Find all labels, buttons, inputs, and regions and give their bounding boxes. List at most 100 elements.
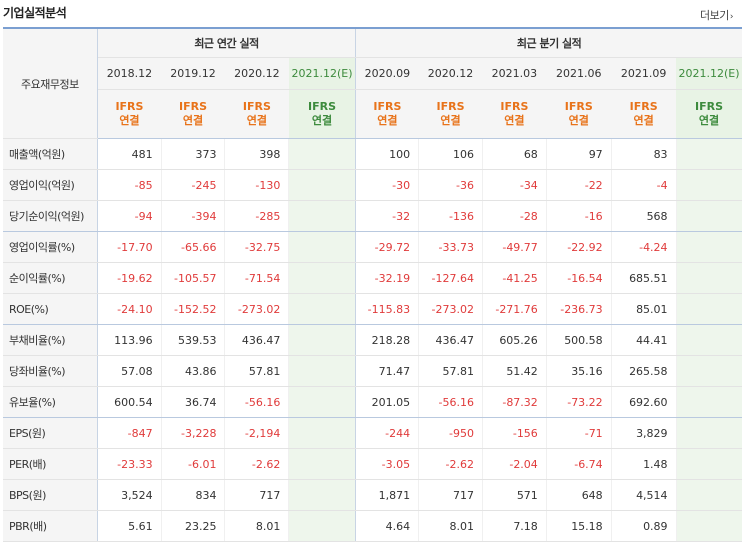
ifrs-top-label: IFRS [179, 100, 208, 113]
ifrs-top-label: IFRS [242, 100, 271, 113]
value-cell: 201.05 [355, 386, 419, 418]
value-cell: -244 [355, 417, 419, 449]
period-header: 2021.06 [546, 57, 612, 90]
value-cell [288, 479, 357, 511]
value-cell [675, 200, 742, 232]
table-row: 유보율(%) 600.54 36.74 -56.16 201.05 -56.16 -87.3… [3, 386, 742, 418]
value-cell: 436.47 [418, 324, 483, 356]
table-row: 순이익률(%) -19.62 -105.57 -71.54 -32.19 -127.64-… [3, 262, 742, 294]
value-cell: -105.57 [160, 262, 225, 294]
value-cell: -34 [481, 169, 547, 201]
table-row: 영업이익(억원) -85 -245 -130 -30 -36 -34 -22 -4 [3, 169, 742, 201]
value-cell: 605.26 [481, 324, 547, 356]
value-cell: -22.92 [545, 231, 612, 263]
ifrs-label: IFRS 연결 [288, 89, 357, 139]
value-cell: 568 [610, 200, 677, 232]
value-cell: -3.05 [355, 448, 419, 480]
value-cell: 106 [418, 138, 483, 170]
ifrs-bottom-label: 연결 [182, 114, 204, 127]
value-cell: -73.22 [545, 386, 612, 418]
value-cell: 600.54 [96, 386, 162, 418]
ifrs-label: IFRS 연결 [224, 89, 289, 139]
value-cell: 4,514 [610, 479, 677, 511]
row-label: PER(배) [3, 448, 98, 480]
table-row: BPS(원) 3,524 834 717 1,871 717 571 648 4,514 [3, 479, 742, 511]
ifrs-label: IFRS 연결 [676, 89, 742, 139]
value-cell [675, 386, 742, 418]
value-cell: -4 [610, 169, 677, 201]
value-cell [675, 448, 742, 480]
value-cell: 373 [160, 138, 225, 170]
value-cell: -6.74 [545, 448, 612, 480]
value-cell: 717 [418, 479, 483, 511]
ifrs-label: IFRS 연결 [97, 89, 162, 139]
row-label: ROE(%) [3, 293, 98, 325]
ifrs-bottom-label: 연결 [311, 114, 333, 127]
ifrs-top-label: IFRS [436, 100, 465, 113]
value-cell: 4.64 [355, 510, 419, 542]
value-cell: 43.86 [160, 355, 225, 387]
value-cell: -285 [224, 200, 289, 232]
period-header: 2019.12 [161, 57, 225, 90]
period-header: 2018.12 [97, 57, 162, 90]
period-header: 2020.12 [418, 57, 483, 90]
value-cell: -32.75 [224, 231, 289, 263]
value-cell: 717 [224, 479, 289, 511]
quarterly-group-header: 최근 분기 실적 [355, 27, 742, 58]
value-cell: 500.58 [545, 324, 612, 356]
row-label: 당기순이익(억원) [3, 200, 98, 232]
value-cell: -36 [418, 169, 483, 201]
value-cell: -87.32 [481, 386, 547, 418]
row-label: 순이익률(%) [3, 262, 98, 294]
row-label: 매출액(억원) [3, 138, 98, 170]
value-cell: 436.47 [224, 324, 289, 356]
value-cell: -6.01 [160, 448, 225, 480]
value-cell: 5.61 [96, 510, 162, 542]
value-cell: 648 [545, 479, 612, 511]
ifrs-top-label: IFRS [115, 100, 144, 113]
value-cell [288, 231, 357, 263]
period-header: 2021.12(E) [288, 57, 357, 90]
value-cell: 539.53 [160, 324, 225, 356]
value-cell: -273.02 [418, 293, 483, 325]
table-row: 매출액(억원) 481 373 398 100 106 68 97 83 [3, 138, 742, 170]
value-cell: 0.89 [610, 510, 677, 542]
value-cell: 8.01 [224, 510, 289, 542]
more-link-label: 더보기 [700, 9, 729, 22]
value-cell [288, 200, 357, 232]
value-cell: 398 [224, 138, 289, 170]
value-cell: -130 [224, 169, 289, 201]
value-cell: 218.28 [355, 324, 419, 356]
value-cell [675, 479, 742, 511]
value-cell: -236.73 [545, 293, 612, 325]
value-cell: -152.52 [160, 293, 225, 325]
value-cell: 3,524 [96, 479, 162, 511]
table-row: ROE(%) -24.10 -152.52 -273.02 -115.83 -273.02… [3, 293, 742, 325]
value-cell: -49.77 [481, 231, 547, 263]
value-cell: 83 [610, 138, 677, 170]
value-cell: 481 [96, 138, 162, 170]
ifrs-bottom-label: 연결 [633, 114, 654, 127]
value-cell: -136 [418, 200, 483, 232]
value-cell: -56.16 [224, 386, 289, 418]
value-cell: -30 [355, 169, 419, 201]
value-cell: -2.62 [224, 448, 289, 480]
value-cell: -19.62 [96, 262, 162, 294]
more-link[interactable]: 더보기› [700, 7, 734, 23]
value-cell: -71.54 [224, 262, 289, 294]
row-label: BPS(원) [3, 479, 98, 511]
ifrs-top-label: IFRS [308, 100, 337, 113]
page-title: 기업실적분석 [3, 6, 67, 20]
value-cell: -847 [96, 417, 162, 449]
value-cell: -271.76 [481, 293, 547, 325]
ifrs-label: IFRS 연결 [546, 89, 612, 139]
value-cell: 35.16 [545, 355, 612, 387]
value-cell [288, 293, 357, 325]
value-cell: -23.33 [96, 448, 162, 480]
ifrs-top-label: IFRS [500, 100, 529, 113]
value-cell: -16 [545, 200, 612, 232]
value-cell: -245 [160, 169, 225, 201]
value-cell: -56.16 [418, 386, 483, 418]
financial-summary-table: 주요재무정보 최근 연간 실적 최근 분기 실적 2018.12 2019.12 2… [3, 27, 742, 542]
value-cell: -16.54 [545, 262, 612, 294]
